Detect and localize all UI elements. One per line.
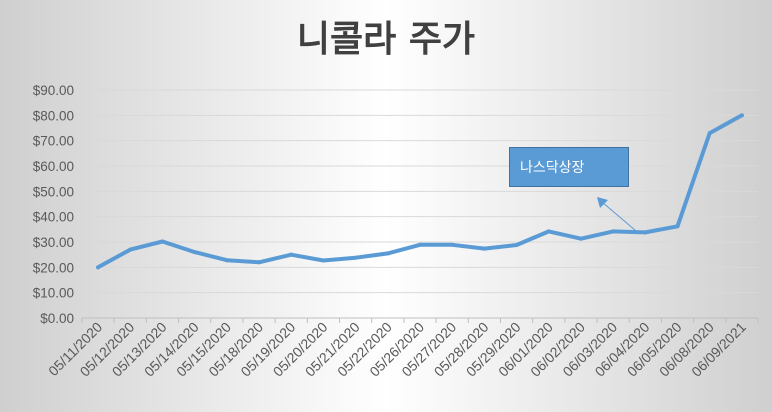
data-point — [707, 131, 712, 136]
data-point — [578, 236, 583, 241]
y-tick-label: $40.00 — [33, 210, 74, 225]
data-point — [321, 258, 326, 263]
annotation-arrow-line — [601, 201, 636, 231]
annotation-callout: 나스닥상장 — [509, 147, 629, 187]
data-point — [385, 251, 390, 256]
data-point — [128, 247, 133, 252]
data-point — [675, 224, 680, 229]
data-point — [353, 255, 358, 260]
data-point — [514, 243, 519, 248]
y-tick-label: $30.00 — [33, 235, 74, 250]
y-tick-label: $80.00 — [33, 108, 74, 123]
data-point — [160, 239, 165, 244]
y-tick-label: $70.00 — [33, 134, 74, 149]
data-point — [450, 242, 455, 247]
data-point — [643, 230, 648, 235]
y-tick-label: $20.00 — [33, 260, 74, 275]
data-point — [546, 229, 551, 234]
data-point — [739, 113, 744, 118]
y-tick-label: $0.00 — [40, 311, 74, 326]
data-point — [96, 265, 101, 270]
data-point — [482, 246, 487, 251]
data-point — [418, 242, 422, 247]
data-point — [289, 252, 294, 257]
y-tick-label: $60.00 — [33, 159, 74, 174]
y-tick-label: $50.00 — [33, 184, 74, 199]
data-point — [611, 229, 616, 234]
chart-title: 니콜라 주가 — [296, 19, 476, 60]
annotation-arrow-head — [597, 197, 608, 208]
y-tick-label: $90.00 — [33, 83, 74, 98]
y-tick-label: $10.00 — [33, 286, 74, 301]
data-point — [192, 250, 197, 255]
data-point — [224, 258, 229, 263]
data-point — [257, 260, 262, 265]
